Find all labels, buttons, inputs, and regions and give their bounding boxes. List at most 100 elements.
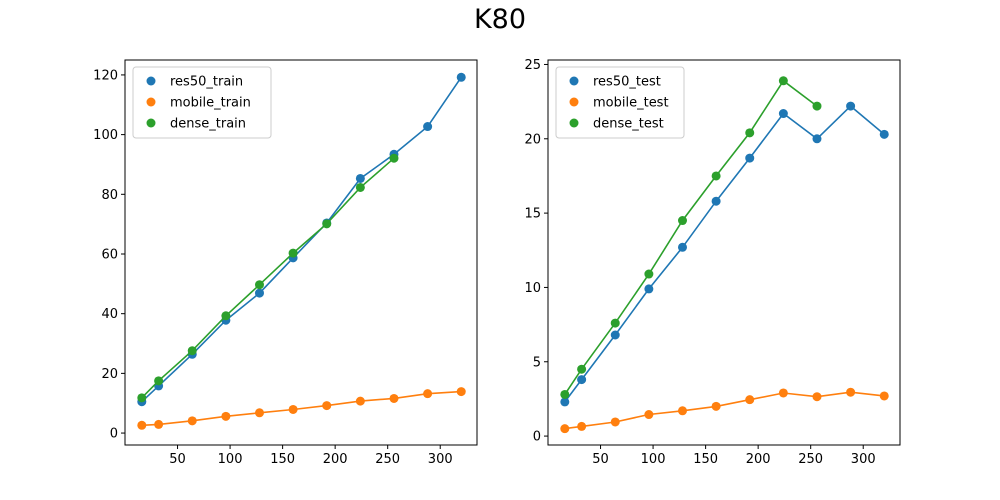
- legend-marker-dense_test: [569, 118, 579, 128]
- data-point-dense_train: [254, 280, 264, 290]
- legend-label-res50_test: res50_test: [593, 75, 661, 90]
- series-line-res50_test: [564, 105, 885, 403]
- series-line-dense_train: [141, 157, 395, 399]
- legend-marker-mobile_train: [146, 97, 156, 107]
- legend-label-mobile_train: mobile_train: [170, 96, 251, 111]
- data-point-dense_train: [355, 182, 365, 192]
- x-tick-label: 150: [270, 452, 295, 467]
- y-tick-label: 20: [524, 132, 541, 147]
- data-point-dense_train: [137, 393, 147, 403]
- figure-title: K80: [473, 4, 527, 35]
- data-point-mobile_train: [456, 387, 466, 397]
- data-point-mobile_test: [560, 424, 570, 434]
- axes-frame: [547, 59, 901, 446]
- data-point-mobile_train: [154, 419, 164, 429]
- data-point-res50_test: [610, 330, 620, 340]
- data-point-mobile_train: [254, 408, 264, 418]
- data-point-mobile_train: [288, 404, 298, 414]
- x-tick-label: 250: [798, 452, 823, 467]
- legend-label-res50_train: res50_train: [170, 75, 243, 90]
- data-point-res50_test: [778, 109, 788, 119]
- data-point-res50_test: [812, 134, 822, 144]
- y-tick-label: 60: [101, 247, 118, 262]
- x-tick-label: 250: [375, 452, 400, 467]
- x-tick-label: 50: [169, 452, 186, 467]
- legend-marker-res50_train: [146, 76, 156, 86]
- y-tick-label: 5: [533, 355, 541, 370]
- data-point-res50_test: [711, 196, 721, 206]
- y-tick-label: 20: [101, 367, 118, 382]
- y-tick-label: 80: [101, 188, 118, 203]
- x-tick-label: 300: [851, 452, 876, 467]
- x-tick-label: 200: [746, 452, 771, 467]
- data-point-res50_test: [577, 375, 587, 385]
- data-point-res50_train: [423, 122, 433, 132]
- y-tick-label: 0: [110, 427, 118, 442]
- x-tick-label: 150: [693, 452, 718, 467]
- data-point-dense_test: [677, 216, 687, 226]
- data-point-mobile_train: [389, 393, 399, 403]
- data-point-mobile_train: [355, 396, 365, 406]
- data-point-mobile_test: [846, 387, 856, 397]
- data-point-mobile_test: [812, 392, 822, 402]
- x-tick-label: 200: [323, 452, 348, 467]
- legend-label-dense_test: dense_test: [593, 117, 664, 132]
- data-point-dense_train: [322, 219, 332, 229]
- y-tick-label: 25: [524, 58, 541, 73]
- data-point-mobile_train: [423, 389, 433, 399]
- data-point-dense_test: [711, 171, 721, 181]
- data-point-mobile_train: [322, 401, 332, 411]
- data-point-dense_train: [187, 346, 197, 356]
- legend-marker-res50_test: [569, 76, 579, 86]
- legend-marker-mobile_test: [569, 97, 579, 107]
- data-point-mobile_test: [644, 410, 654, 420]
- data-point-res50_train: [254, 288, 264, 298]
- data-point-dense_test: [745, 128, 755, 138]
- x-tick-label: 50: [592, 452, 609, 467]
- data-point-dense_test: [577, 364, 587, 374]
- y-tick-label: 120: [93, 68, 118, 83]
- data-point-mobile_test: [677, 406, 687, 416]
- y-tick-label: 40: [101, 307, 118, 322]
- x-tick-label: 100: [641, 452, 666, 467]
- data-point-mobile_test: [745, 395, 755, 405]
- data-point-dense_test: [560, 389, 570, 399]
- legend-label-mobile_test: mobile_test: [593, 96, 669, 111]
- data-point-dense_test: [644, 269, 654, 279]
- data-point-mobile_test: [879, 391, 889, 401]
- data-point-dense_train: [389, 153, 399, 163]
- y-tick-label: 100: [93, 128, 118, 143]
- data-point-mobile_test: [778, 388, 788, 398]
- data-point-mobile_train: [221, 411, 231, 421]
- data-point-res50_train: [355, 173, 365, 183]
- data-point-mobile_test: [711, 401, 721, 411]
- y-tick-label: 10: [524, 281, 541, 296]
- data-point-res50_test: [677, 242, 687, 252]
- data-point-dense_test: [778, 76, 788, 86]
- data-point-dense_test: [812, 101, 822, 111]
- legend-label-dense_train: dense_train: [170, 117, 246, 132]
- y-tick-label: 0: [533, 430, 541, 445]
- data-point-mobile_train: [137, 420, 147, 430]
- data-point-res50_test: [745, 153, 755, 163]
- legend-box: [132, 66, 272, 139]
- data-point-dense_train: [288, 248, 298, 258]
- data-point-res50_test: [644, 284, 654, 294]
- data-point-dense_train: [221, 311, 231, 321]
- data-point-res50_test: [879, 129, 889, 139]
- y-tick-label: 15: [524, 207, 541, 222]
- chart-test: 50 100 150 200 250 300 0 5 10 15 20 25 res50_testmob…: [524, 58, 901, 467]
- data-point-dense_train: [154, 376, 164, 386]
- axes-frame: [124, 59, 478, 446]
- chart-train: 50 100 150 200 250 300 0 20 40 60 80 100 120 res50_tr…: [93, 59, 478, 467]
- data-point-mobile_test: [577, 421, 587, 431]
- data-point-mobile_train: [187, 416, 197, 426]
- data-point-res50_test: [846, 101, 856, 111]
- x-tick-label: 300: [428, 452, 453, 467]
- data-point-dense_test: [610, 318, 620, 328]
- legend-marker-dense_train: [146, 118, 156, 128]
- data-point-res50_train: [456, 72, 466, 82]
- data-point-mobile_test: [610, 417, 620, 427]
- x-tick-label: 100: [218, 452, 243, 467]
